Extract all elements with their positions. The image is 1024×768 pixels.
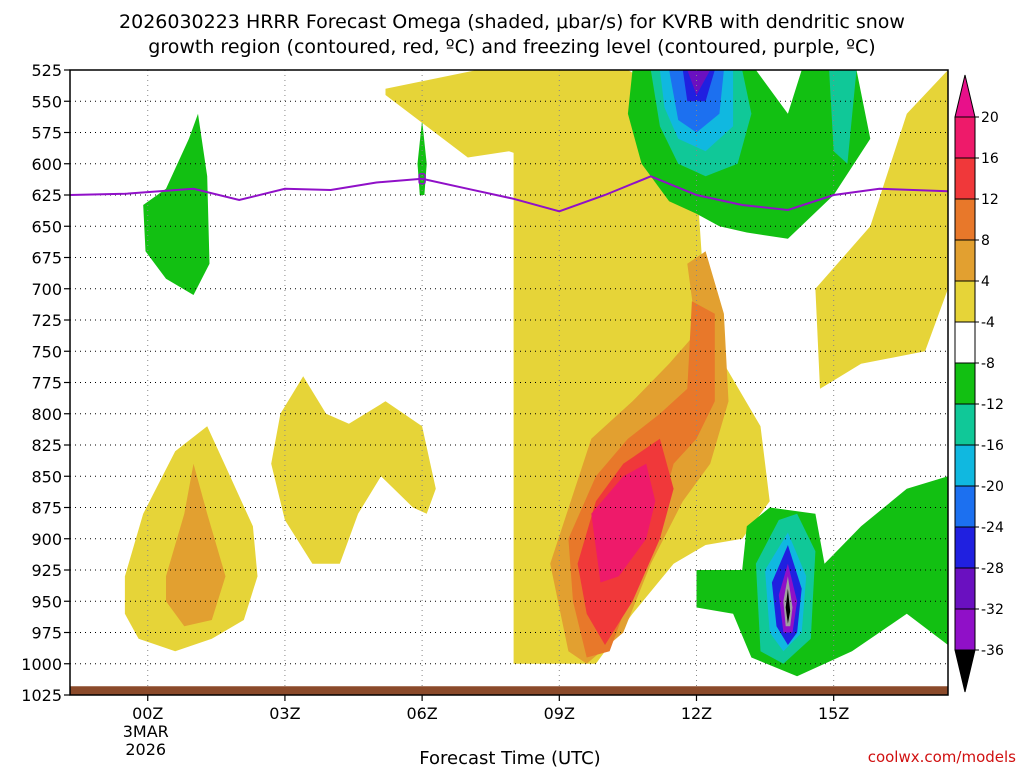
colorbar-band <box>954 362 976 405</box>
y-tick-label: 525 <box>31 61 62 80</box>
y-tick-label: 950 <box>31 592 62 611</box>
omega-region-27 <box>785 588 791 624</box>
colorbar-top-triangle <box>954 74 976 118</box>
colorbar-label: -28 <box>981 561 1004 577</box>
omega-region-0 <box>143 113 210 295</box>
x-tick-label: 03Z <box>269 704 300 723</box>
ground-band <box>70 686 948 695</box>
y-tick-label: 1025 <box>21 686 62 705</box>
omega-region-19 <box>829 70 857 164</box>
y-tick-label: 825 <box>31 436 62 455</box>
colorbar-band <box>954 198 976 241</box>
y-tick-label: 1000 <box>21 655 62 674</box>
omega-shaded-regions <box>124 70 948 677</box>
omega-region-12 <box>591 463 656 583</box>
y-tick-label: 750 <box>31 342 62 361</box>
omega-region-18 <box>687 70 711 95</box>
freezing-level-line <box>69 175 949 213</box>
y-tick-label: 725 <box>31 311 62 330</box>
x-tick-date: 3MAR <box>123 722 169 741</box>
colorbar: 20 16 12 8 4 -4 -8 -12 -16 -20 -24 -28 -32 -36 <box>954 74 1004 693</box>
y-tick-label: 900 <box>31 530 62 549</box>
colorbar-label: 4 <box>981 274 990 290</box>
colorbar-band <box>954 321 976 364</box>
y-tick-label: 775 <box>31 374 62 393</box>
colorbar-band <box>954 403 976 446</box>
omega-region-20 <box>815 70 948 389</box>
credit-text: coolwx.com/models <box>868 748 1016 766</box>
colorbar-bottom-triangle <box>954 649 976 693</box>
y-tick-label: 650 <box>31 217 62 236</box>
colorbar-band <box>954 239 976 282</box>
colorbar-label: -12 <box>981 397 1004 413</box>
y-tick-label: 850 <box>31 467 62 486</box>
x-tick-label: 00Z <box>132 704 163 723</box>
y-tick-label: 600 <box>31 155 62 174</box>
omega-region-4 <box>166 463 226 627</box>
x-tick-label: 12Z <box>681 704 712 723</box>
x-tick-label: 09Z <box>544 704 575 723</box>
y-tick-label: 875 <box>31 499 62 518</box>
freezing-level-layer <box>69 173 949 213</box>
grid-lines <box>70 69 948 696</box>
colorbar-band <box>954 280 976 323</box>
colorbar-label: 8 <box>981 233 990 249</box>
y-tick-label: 575 <box>31 124 62 143</box>
chart-title-line1: 2026030223 HRRR Forecast Omega (shaded, … <box>119 11 905 33</box>
colorbar-label: -4 <box>981 315 995 331</box>
colorbar-label: -16 <box>981 438 1004 454</box>
freezing-level-marker <box>418 173 426 185</box>
x-axis-label: Forecast Time (UTC) <box>419 748 600 768</box>
colorbar-label: -20 <box>981 479 1004 495</box>
y-tick-label: 625 <box>31 186 62 205</box>
y-tick-label: 800 <box>31 405 62 424</box>
chart-title-line2: growth region (contoured, red, ºC) and f… <box>148 36 875 58</box>
colorbar-label: -36 <box>981 643 1004 659</box>
y-tick-label: 675 <box>31 249 62 268</box>
colorbar-band <box>954 444 976 487</box>
colorbar-label: 12 <box>981 192 999 208</box>
colorbar-label: 16 <box>981 151 999 167</box>
colorbar-label: -8 <box>981 356 995 372</box>
colorbar-band <box>954 485 976 528</box>
x-tick-label: 06Z <box>406 704 437 723</box>
colorbar-label: 20 <box>981 110 999 126</box>
colorbar-label: -32 <box>981 602 1004 618</box>
colorbar-band <box>954 116 976 159</box>
colorbar-band <box>954 567 976 610</box>
y-tick-label: 925 <box>31 561 62 580</box>
omega-region-5 <box>271 376 436 564</box>
x-tick-label: 15Z <box>818 704 849 723</box>
y-tick-label: 700 <box>31 280 62 299</box>
colorbar-label: -24 <box>981 520 1004 536</box>
y-tick-label: 550 <box>31 92 62 111</box>
y-tick-label: 975 <box>31 624 62 643</box>
x-tick-year: 2026 <box>125 740 166 759</box>
colorbar-band <box>954 157 976 200</box>
ground-surface <box>70 686 948 695</box>
y-axis-ticks: 525 550 575 600 625 650 675 700 725 750 775 800 825 8… <box>21 61 70 705</box>
colorbar-band <box>954 608 976 651</box>
colorbar-band <box>954 526 976 569</box>
